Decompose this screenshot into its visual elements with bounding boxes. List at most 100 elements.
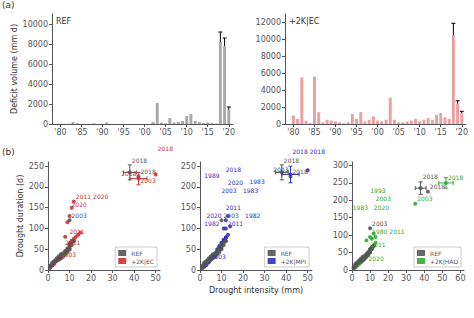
svg-text:8000: 8000 [261, 52, 281, 61]
svg-text:2003: 2003 [224, 212, 239, 219]
svg-text:2011: 2011 [370, 241, 385, 248]
svg-text:2003: 2003 [72, 212, 87, 219]
svg-text:2018: 2018 [423, 173, 438, 180]
svg-text:2003: 2003 [273, 166, 288, 173]
svg-text:2003: 2003 [61, 251, 76, 258]
svg-text:10000: 10000 [23, 20, 48, 29]
svg-text:10: 10 [365, 274, 375, 283]
svg-text:40: 40 [419, 274, 429, 283]
svg-text:2020: 2020 [206, 212, 221, 219]
svg-text:2018: 2018 [292, 168, 307, 175]
svg-text:2020: 2020 [72, 201, 87, 208]
svg-text:200: 200 [181, 182, 196, 191]
svg-text:10: 10 [64, 274, 74, 283]
svg-text:'90: '90 [329, 128, 341, 137]
svg-text:2003: 2003 [376, 195, 391, 202]
svg-text:REF: REF [131, 250, 143, 257]
svg-text:+2K|EC: +2K|EC [289, 17, 320, 26]
svg-text:4000: 4000 [261, 86, 281, 95]
svg-text:'15: '15 [435, 128, 447, 137]
svg-text:'20: '20 [456, 128, 468, 137]
svg-text:20: 20 [238, 274, 248, 283]
svg-text:100: 100 [333, 231, 348, 240]
svg-text:8000: 8000 [28, 40, 48, 49]
svg-text:2011: 2011 [76, 193, 91, 200]
svg-text:300: 300 [333, 161, 348, 170]
svg-text:'05: '05 [392, 128, 404, 137]
svg-text:2018: 2018 [121, 170, 136, 177]
svg-text:+2K|MPI: +2K|MPI [281, 258, 307, 266]
svg-text:2018: 2018 [310, 148, 325, 155]
svg-text:2018: 2018 [158, 145, 173, 152]
svg-text:6000: 6000 [261, 69, 281, 78]
svg-text:1983: 1983 [249, 178, 264, 185]
svg-text:150: 150 [333, 213, 348, 222]
svg-text:10: 10 [216, 274, 226, 283]
svg-text:150: 150 [29, 203, 44, 212]
svg-text:6000: 6000 [28, 60, 48, 69]
svg-text:100: 100 [181, 224, 196, 233]
svg-text:20: 20 [86, 274, 96, 283]
svg-text:+2K|HAD: +2K|HAD [430, 258, 458, 266]
svg-text:30: 30 [108, 274, 118, 283]
svg-text:0: 0 [343, 266, 348, 275]
svg-text:2020: 2020 [374, 204, 389, 211]
svg-text:2020: 2020 [368, 255, 383, 262]
svg-text:2018: 2018 [448, 174, 463, 181]
svg-text:2018: 2018 [284, 157, 299, 164]
svg-text:2011: 2011 [65, 239, 80, 246]
svg-text:0: 0 [197, 274, 202, 283]
svg-text:2000: 2000 [261, 103, 281, 112]
svg-text:1989: 1989 [204, 172, 219, 179]
svg-text:'00: '00 [138, 128, 150, 137]
svg-text:'95: '95 [350, 128, 362, 137]
svg-text:'85: '85 [75, 128, 87, 137]
svg-text:50: 50 [437, 274, 447, 283]
svg-text:4000: 4000 [28, 80, 48, 89]
svg-text:0: 0 [191, 266, 196, 275]
svg-text:'15: '15 [202, 128, 214, 137]
svg-text:250: 250 [181, 162, 196, 171]
svg-text:10000: 10000 [256, 35, 281, 44]
svg-text:150: 150 [181, 203, 196, 212]
svg-text:Drought intensity (mm): Drought intensity (mm) [209, 286, 303, 295]
svg-text:Deficit volume (mm d): Deficit volume (mm d) [10, 24, 19, 114]
svg-text:50: 50 [151, 274, 161, 283]
svg-text:40: 40 [281, 274, 291, 283]
svg-text:30: 30 [260, 274, 270, 283]
svg-text:12000: 12000 [256, 18, 281, 27]
svg-text:(a): (a) [2, 0, 15, 10]
svg-text:'20: '20 [223, 128, 235, 137]
svg-text:2003: 2003 [221, 187, 236, 194]
svg-text:'90: '90 [96, 128, 108, 137]
svg-text:50: 50 [186, 245, 196, 254]
svg-text:2003: 2003 [211, 253, 226, 260]
svg-text:2018: 2018 [292, 148, 307, 155]
svg-text:REF: REF [281, 250, 293, 257]
svg-text:2018: 2018 [430, 183, 445, 190]
svg-text:'00: '00 [371, 128, 383, 137]
svg-text:200: 200 [29, 182, 44, 191]
svg-text:+2K|EC: +2K|EC [131, 258, 154, 266]
svg-text:'10: '10 [414, 128, 426, 137]
svg-text:250: 250 [29, 162, 44, 171]
svg-text:2011: 2011 [69, 228, 84, 235]
svg-text:2011: 2011 [226, 204, 241, 211]
svg-text:60: 60 [455, 274, 465, 283]
svg-text:40: 40 [129, 274, 139, 283]
svg-text:20: 20 [383, 274, 393, 283]
svg-text:2003: 2003 [372, 220, 387, 227]
svg-text:50: 50 [303, 274, 313, 283]
svg-text:'10: '10 [181, 128, 193, 137]
svg-text:50: 50 [338, 248, 348, 257]
svg-text:2003: 2003 [140, 177, 155, 184]
svg-text:1983: 1983 [243, 187, 258, 194]
svg-text:2020: 2020 [228, 179, 243, 186]
svg-text:50: 50 [34, 245, 44, 254]
svg-text:2020: 2020 [93, 193, 108, 200]
svg-text:0: 0 [45, 274, 50, 283]
svg-text:1980: 1980 [372, 228, 387, 235]
svg-text:1993: 1993 [370, 187, 385, 194]
svg-text:2018: 2018 [140, 168, 155, 175]
svg-text:'80: '80 [54, 128, 66, 137]
